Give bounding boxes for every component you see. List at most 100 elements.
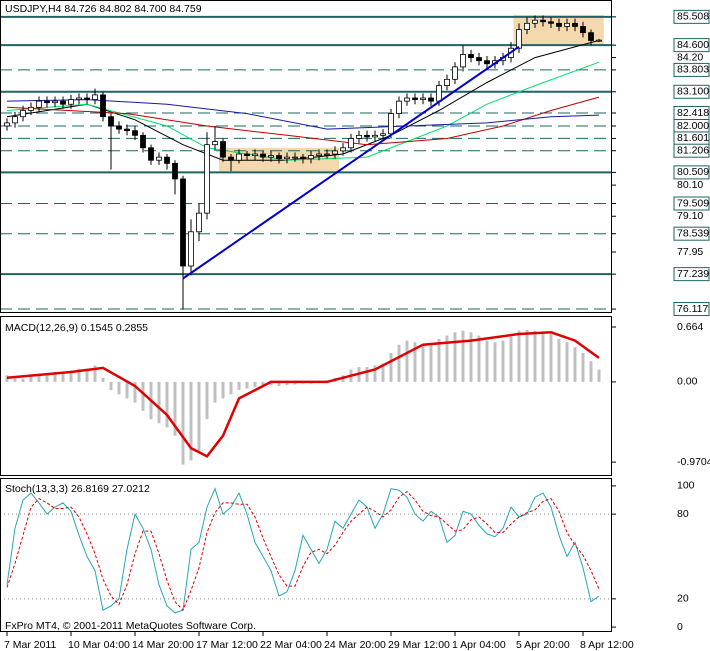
candle-body: [60, 100, 66, 105]
candle-body: [428, 97, 434, 102]
macd-bar: [141, 381, 145, 411]
x-tick-label: 10 Mar 04:00: [68, 639, 130, 651]
level-label: 82.418: [677, 107, 709, 119]
y-tick-label: 79.10: [677, 210, 703, 222]
candle-body: [340, 147, 346, 152]
macd-bar: [461, 330, 465, 382]
macd-bar: [21, 378, 25, 382]
macd-bar: [133, 381, 137, 403]
candle-body: [316, 153, 322, 156]
candle-body: [244, 153, 250, 156]
candle-body: [44, 100, 50, 104]
macd-bar: [213, 381, 217, 403]
macd-bar: [405, 340, 409, 382]
macd-bar: [125, 381, 129, 399]
candle-body: [236, 153, 242, 161]
candle-body: [92, 94, 98, 100]
level-label: 81.206: [677, 144, 709, 156]
candle-body: [84, 97, 90, 100]
macd-bar: [237, 381, 241, 391]
candle-body: [564, 22, 570, 27]
level-label-box: [673, 196, 710, 211]
level-label-box: [673, 226, 710, 241]
macd-bar: [517, 330, 521, 382]
y-tick-label: 0.664: [677, 321, 703, 333]
macd-bar: [221, 381, 225, 399]
macd-bar: [229, 381, 233, 395]
level-label: 83.100: [677, 86, 709, 98]
candle-body: [540, 19, 546, 23]
macd-bar: [541, 332, 545, 382]
candle-body: [180, 178, 186, 267]
macd-bar: [589, 361, 593, 382]
candle-body: [12, 116, 18, 124]
candle-body: [452, 66, 458, 80]
macd-bar: [573, 347, 577, 382]
x-tick-label: 14 Mar 20:00: [132, 639, 194, 651]
stoch-panel: [0, 478, 612, 632]
macd-bar: [205, 381, 209, 420]
level-label: 79.509: [677, 197, 709, 209]
candle-body: [596, 39, 602, 42]
moving-average: [6, 99, 600, 130]
candle-body: [372, 134, 378, 138]
candle-body: [164, 156, 170, 164]
macd-bar: [421, 343, 425, 382]
macd-bar: [77, 368, 81, 382]
level-label: 77.239: [677, 268, 709, 280]
candle-body: [588, 32, 594, 41]
macd-bar: [549, 333, 553, 382]
plot-layer: 85.508 84.600 83.100 80.509 77.239 83.803 82.4…: [0, 9, 710, 651]
macd-bar: [45, 373, 49, 382]
candle-body: [356, 134, 362, 139]
level-label-box: [673, 302, 710, 317]
candle-body: [580, 26, 586, 34]
price-panel: [0, 0, 612, 313]
candle-body: [196, 212, 202, 233]
moving-average: [6, 96, 600, 146]
stoch-line: [6, 490, 600, 612]
candle-body: [388, 113, 394, 135]
candle-body: [572, 22, 578, 27]
candle-body: [476, 57, 482, 62]
level-label: 83.803: [677, 64, 709, 76]
level-label: 85.508: [677, 11, 709, 23]
level-label-box: [673, 62, 710, 77]
macd-bar: [469, 332, 473, 382]
x-tick-label: 17 Mar 12:00: [196, 639, 258, 651]
candle-body: [76, 97, 82, 100]
level-label: 84.600: [677, 39, 709, 51]
y-tick-label: -0.9704: [677, 456, 710, 468]
candle-body: [148, 147, 154, 161]
price-title: USDJPY,H4 84.726 84.802 84.700 84.759: [5, 3, 202, 15]
candle-body: [300, 156, 306, 160]
candle-body: [404, 97, 410, 102]
level-label-box: [673, 143, 710, 158]
macd-bar: [261, 381, 265, 387]
y-tick-label: 80: [677, 508, 689, 520]
candle-body: [292, 156, 298, 159]
candle-body: [348, 138, 354, 149]
macd-bar: [101, 377, 105, 382]
candle-body: [36, 100, 42, 108]
candle-body: [68, 99, 74, 105]
macd-bar: [501, 340, 505, 382]
macd-bar: [389, 352, 393, 382]
y-tick-label: 84.20: [677, 51, 703, 63]
level-label: 81.601: [677, 132, 709, 144]
macd-bar: [373, 365, 377, 382]
macd-bar: [13, 377, 17, 382]
candle-body: [308, 155, 314, 160]
macd-bar: [445, 335, 449, 382]
macd-bar: [173, 381, 177, 436]
candle-body: [324, 153, 330, 156]
footer: FxPro MT4, © 2001-2011 MetaQuotes Softwa…: [5, 620, 256, 632]
candle-body: [516, 29, 522, 49]
level-label-box: [673, 9, 710, 24]
macd-bar: [253, 381, 257, 387]
candle-body: [532, 19, 538, 24]
stoch-title: Stoch(13,3,3) 26.8169 27.0212: [5, 483, 150, 495]
macd-bar: [509, 336, 513, 382]
y-tick-label: 0: [677, 621, 683, 633]
